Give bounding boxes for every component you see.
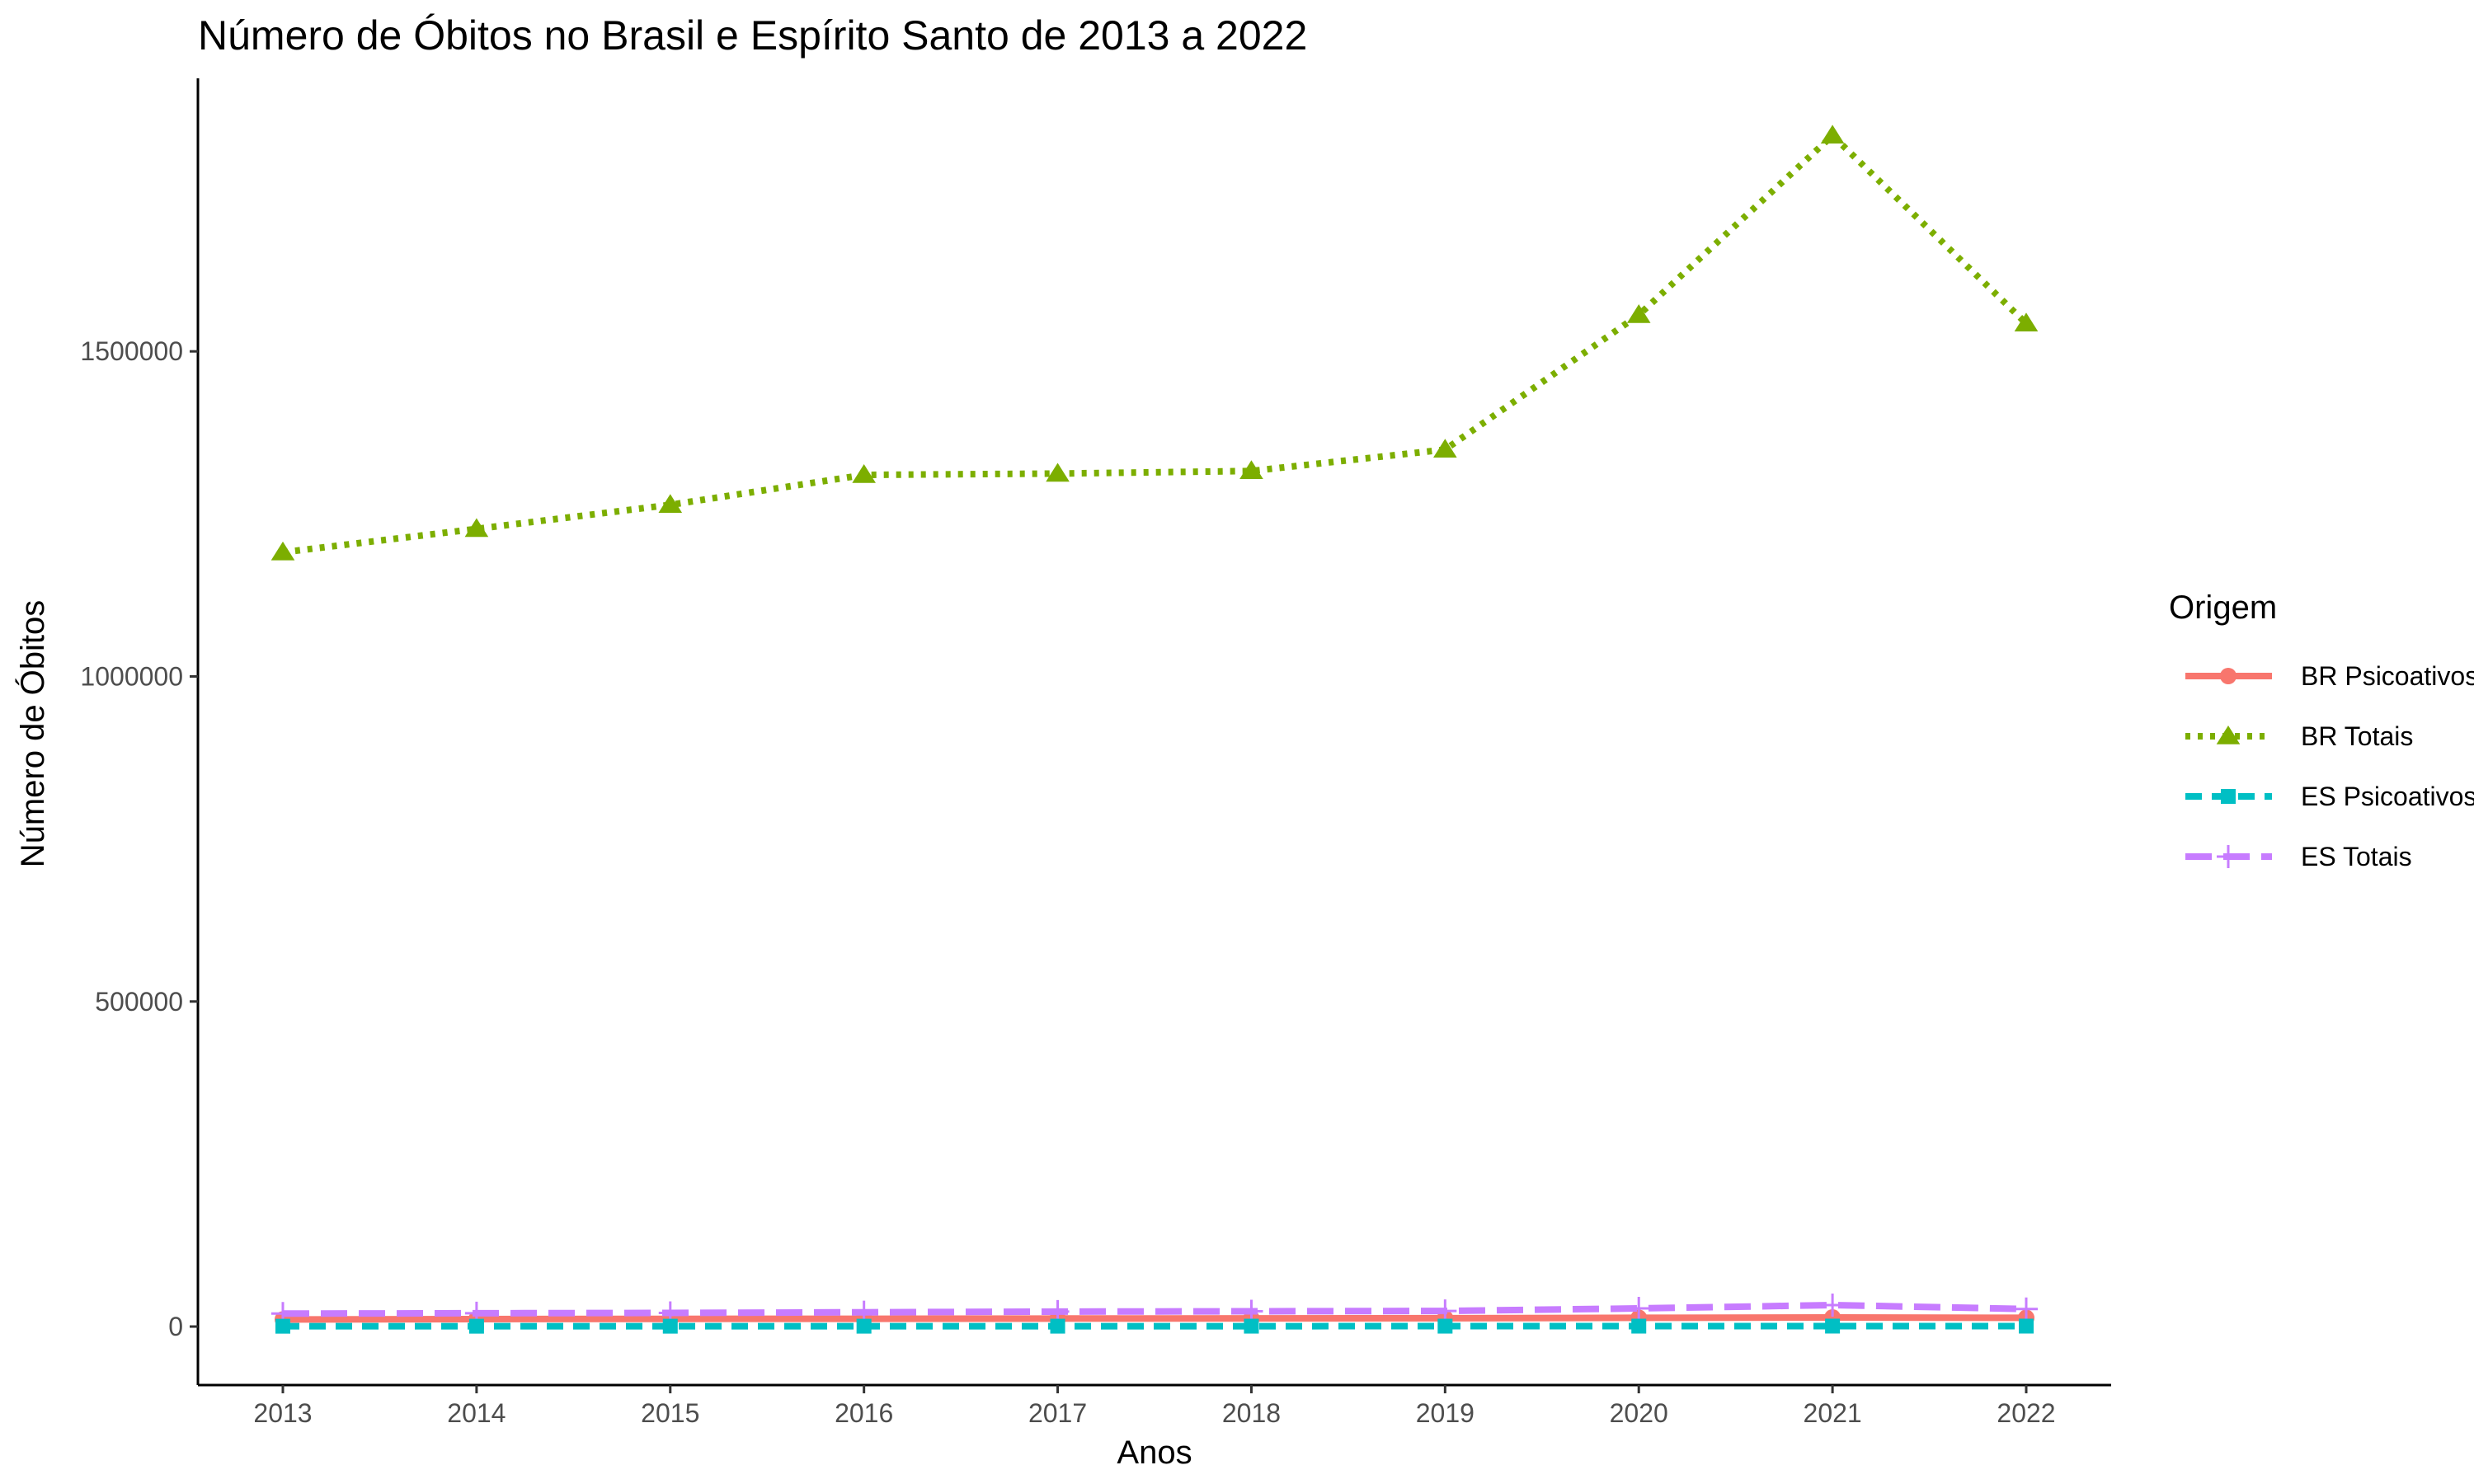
legend-marker (2220, 668, 2236, 684)
legend-item-es-psicoativos: ES Psicoativos (2185, 782, 2474, 811)
legend-title: Origem (2169, 589, 2277, 626)
y-tick-label: 1500000 (80, 336, 183, 366)
data-point (464, 518, 489, 538)
legend-label: ES Psicoativos (2301, 782, 2474, 811)
x-tick-label: 2016 (835, 1398, 893, 1428)
data-point (1046, 463, 1070, 482)
legend-label: ES Totais (2301, 842, 2412, 871)
legend-marker (2221, 789, 2236, 804)
legend: Origem BR Psicoativos BR Totais ES Psicoat… (2169, 589, 2474, 871)
x-axis-title: Anos (1117, 1435, 1192, 1471)
series-line (282, 1302, 2027, 1317)
data-point (2019, 1318, 2034, 1334)
x-tick-label: 2014 (447, 1398, 506, 1428)
data-point (1433, 439, 1457, 458)
x-tick-label: 2013 (253, 1398, 312, 1428)
data-point (1437, 1318, 1453, 1334)
x-tick-label: 2017 (1028, 1398, 1087, 1428)
series-es-psicoativos (275, 1318, 2034, 1334)
data-point (1821, 1294, 1845, 1317)
data-point (270, 541, 295, 561)
legend-label: BR Totais (2301, 721, 2413, 751)
x-tick-label: 2020 (1610, 1398, 1668, 1428)
legend-marker (2217, 845, 2240, 868)
data-point (1627, 1296, 1651, 1320)
data-point (1820, 124, 1845, 144)
series-line (282, 1314, 2027, 1323)
data-point (1050, 1318, 1065, 1334)
x-tick-label: 2015 (641, 1398, 699, 1428)
chart-title: Número de Óbitos no Brasil e Espírito Sa… (198, 12, 1307, 59)
data-point (275, 1318, 290, 1334)
series-line (282, 132, 2029, 556)
data-point (1631, 1318, 1647, 1334)
x-axis-ticks: 2013 2014 2015 2016 2017 2018 2019 2020 2021 2022 (253, 1385, 2056, 1428)
data-point (662, 1318, 678, 1334)
legend-item-br-totais: BR Totais (2185, 721, 2413, 751)
x-tick-label: 2018 (1222, 1398, 1281, 1428)
axes (196, 78, 2111, 1387)
data-point (856, 1318, 872, 1334)
data-point (1239, 460, 1263, 480)
legend-label: BR Psicoativos (2301, 661, 2474, 691)
data-point (1626, 304, 1651, 323)
y-tick-label: 1000000 (80, 661, 183, 691)
series-br-totais (270, 124, 2039, 561)
y-axis-title: Número de Óbitos (14, 600, 51, 868)
data-point (658, 494, 683, 514)
legend-item-es-totais: ES Totais (2185, 842, 2412, 871)
legend-marker (2216, 726, 2241, 744)
legend-item-br-psicoativos: BR Psicoativos (2185, 661, 2474, 691)
data-point (2015, 1297, 2038, 1321)
data-point (468, 1318, 484, 1334)
data-point (1825, 1318, 1841, 1334)
data-point (1433, 1299, 1457, 1323)
y-tick-label: 0 (168, 1312, 183, 1341)
x-tick-label: 2022 (1997, 1398, 2055, 1428)
series-layer (270, 124, 2039, 1334)
x-tick-label: 2021 (1804, 1398, 1862, 1428)
data-point (1244, 1318, 1259, 1334)
data-point (852, 464, 876, 483)
data-point (2014, 312, 2039, 332)
x-tick-label: 2019 (1416, 1398, 1475, 1428)
y-axis-ticks: 0 500000 1000000 1500000 (80, 336, 198, 1341)
y-tick-label: 500000 (95, 987, 183, 1017)
